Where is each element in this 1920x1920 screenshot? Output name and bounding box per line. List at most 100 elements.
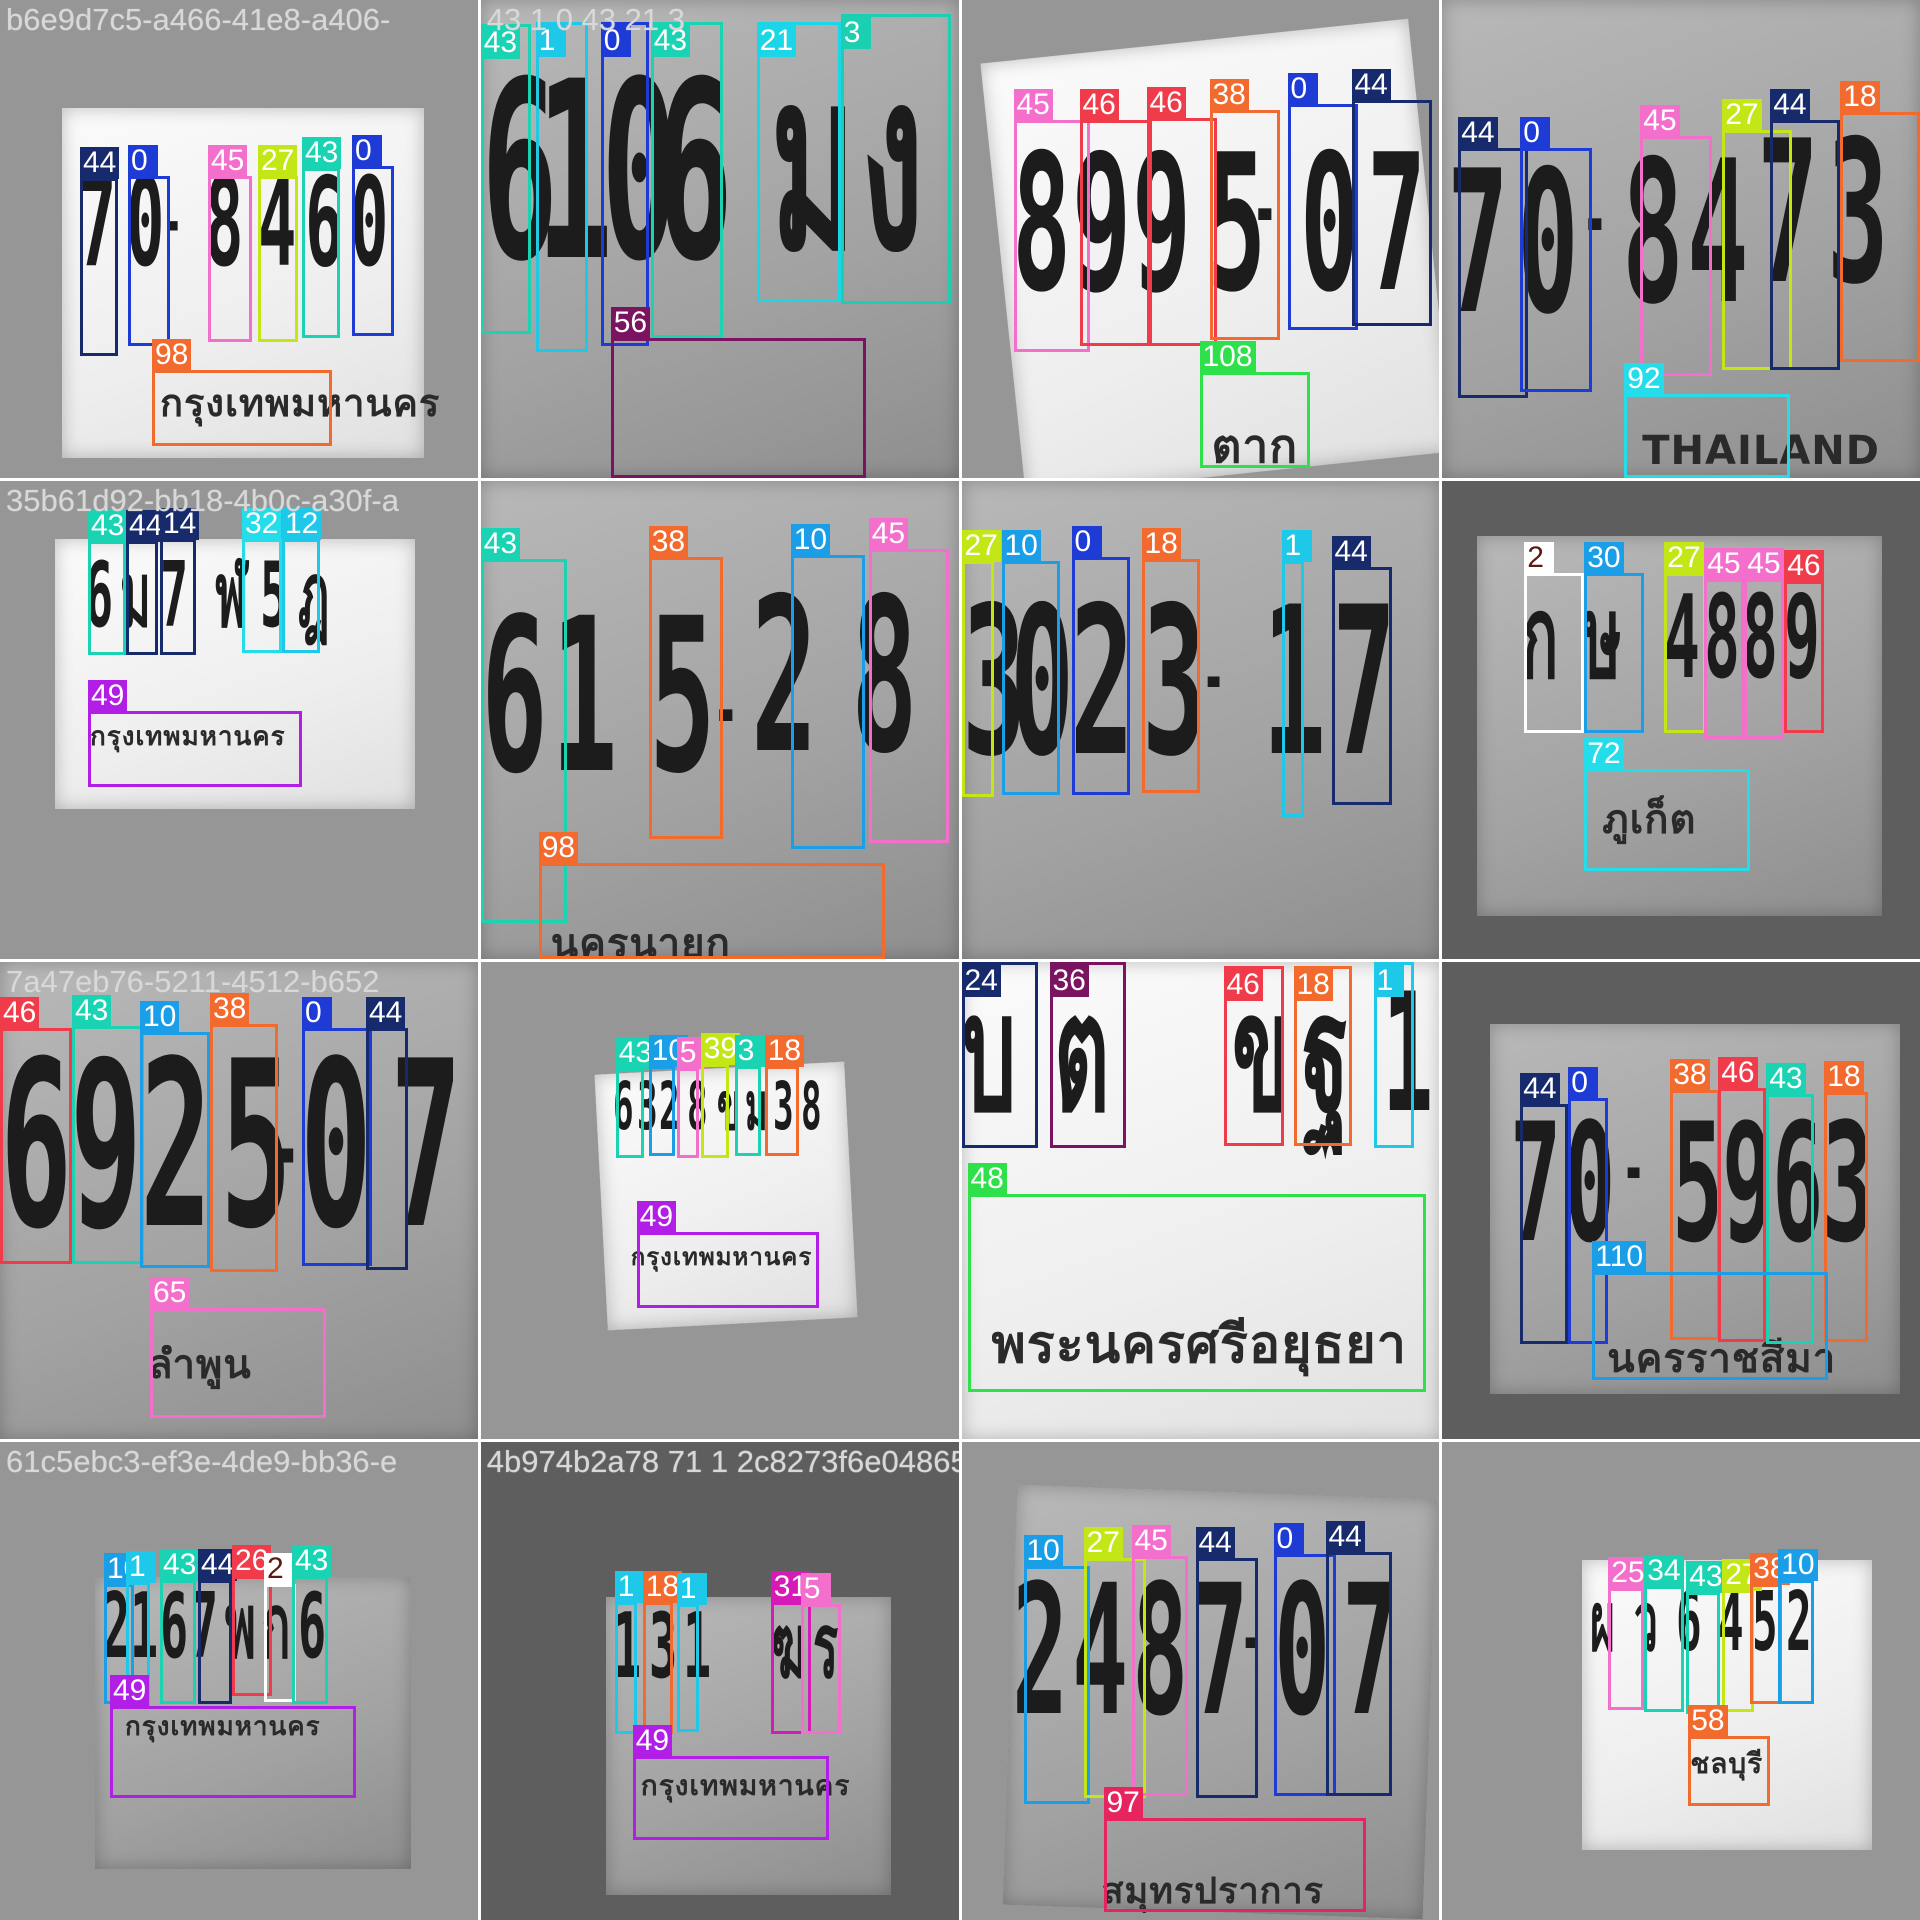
image-filename-caption: 43 1 0 43 21 3: [486, 2, 685, 37]
tile-1: 7 0-8 4 6 0 กรุงเทพมหานคร 44 0 45 27 43 0 98 b6e9d7c5…: [0, 0, 478, 478]
plate-character: 5: [1752, 1575, 1778, 1671]
plate-character: 0: [300, 1012, 373, 1280]
plate-character: 5: [648, 572, 716, 821]
plate-character: 7: [1366, 114, 1426, 334]
detection-label: 10: [648, 1034, 689, 1067]
province-text: ชลบุรี: [1690, 1747, 1764, 1781]
image-filename-caption: 35b61d92-bb18-4b0c-a30f-a: [6, 482, 399, 518]
plate-character: 4: [1718, 1575, 1744, 1671]
plate-character: ว: [1634, 1575, 1659, 1671]
plate-character: -: [1251, 163, 1278, 258]
plate-character: 6: [480, 30, 558, 316]
tile-16: ผว 6 4 5 2 ชลบุรี 25 34 43 27 38 10 58: [1442, 1442, 1920, 1920]
province-text: ตาก: [1211, 419, 1299, 473]
plate-character: 6: [305, 152, 344, 295]
plate-character: 3: [648, 1594, 677, 1700]
plate-character: 4: [1664, 570, 1701, 705]
plate-character: 0: [1273, 1547, 1330, 1757]
plate-character: -: [162, 184, 183, 261]
license-plate: [55, 538, 415, 809]
province-text: กรุงเทพมหานคร: [630, 1242, 813, 1271]
plate-character: 0: [126, 152, 165, 295]
plate-character: ฆ: [770, 1594, 806, 1700]
province-text: กรุงเทพมหานคร: [160, 381, 441, 425]
license-plate: [480, 0, 959, 478]
tile-2: 6 1 0 6 มง 43 1 0 43 21 3 56 43 1 0 43 21 3: [480, 0, 959, 478]
plate-character: 2: [658, 1067, 680, 1145]
plate-character: -: [1582, 173, 1608, 268]
province-text: กรุงเทพมหานคร: [640, 1769, 851, 1803]
plate-character: 7: [1447, 129, 1509, 358]
province-text: นครนายก: [550, 920, 731, 959]
plate-character: 4: [1071, 1547, 1128, 1757]
license-plate: [961, 961, 1440, 1440]
tile-14: 1 3 1 ฆรกรุงเทพมหานคร 1 18 1 31 5 49 4b974b2a78 71…: [480, 1442, 959, 1920]
plate-character: ฐ: [1301, 961, 1349, 1149]
detection-label: 5: [676, 1036, 707, 1069]
plate-character: -: [1239, 1596, 1263, 1683]
plate-character: 1: [1261, 563, 1326, 802]
plate-character: ข: [1231, 961, 1290, 1149]
image-filename-caption: b6e9d7c5-a466-41e8-a406-: [6, 2, 391, 37]
detection-label: 3: [734, 1034, 765, 1067]
plate-character: 6: [1676, 1575, 1702, 1671]
plate-character: 9: [1131, 114, 1191, 334]
province-text: ลำพูน: [148, 1341, 252, 1388]
plate-character: 2: [750, 552, 818, 801]
plate-character: 6: [612, 1067, 634, 1145]
plate-character: บ: [961, 961, 1016, 1149]
plate-character: 1: [682, 1594, 711, 1700]
plate-character: 1: [612, 1594, 641, 1700]
plate-character: ม: [120, 542, 151, 648]
plate-character: 2: [102, 1574, 131, 1680]
tile-12: 7 0-5 9 6 3 นครราชสีมา 44 0 38 46 43 18 110: [1442, 961, 1920, 1440]
tile-9: 6 9 2 5-0 7 ลำพูน 46 43 10 38 0 44 65 7a47eb76-5211-4…: [0, 961, 478, 1440]
province-text: กรุงเทพมหานคร: [90, 721, 286, 752]
plate-character: 9: [1071, 114, 1131, 334]
tile-11: บตขฐ 1 พระนครศรีอยุธยา 24 36 46 18 1 48: [961, 961, 1440, 1440]
plate-character: ผ: [1590, 1575, 1616, 1671]
plate-character: 2: [140, 1012, 213, 1280]
plate-character: 0: [350, 152, 389, 295]
tile-3: 8 9 9 5-0 7 ตาก 45 46 46 38 0 44 108: [961, 0, 1440, 478]
plate-character: 7: [390, 1012, 463, 1280]
detection-label: 39: [700, 1032, 741, 1065]
plate-character: ม: [770, 20, 856, 306]
plate-character: ต: [1053, 961, 1109, 1149]
province-text: THAILAND: [1642, 428, 1880, 474]
plate-character: 6: [160, 1574, 189, 1680]
plate-character: 6: [85, 542, 114, 648]
province-text: นครราชสีมา: [1607, 1335, 1837, 1382]
detection-label: 43: [615, 1036, 656, 1069]
tile-5: 6 ม 7 ฬ 5 ฎกรุงเทพมหานคร 43 44 14 32 12 49 35b61d92-…: [0, 480, 478, 959]
plate-character: ม: [744, 1067, 768, 1145]
plate-character: 7: [78, 152, 117, 295]
plate-character: 7: [1757, 99, 1819, 328]
plate-character: 6: [298, 1574, 327, 1680]
plate-character: ฬ: [215, 542, 247, 648]
plate-character: 7: [190, 1574, 219, 1680]
tile-10: 6 3 2 8 ขม 3 8 กรุงเทพมหานคร 43 10 5 39 3 18 49: [480, 961, 959, 1440]
plate-character: ฎ: [298, 542, 330, 648]
plate-character: 6: [480, 572, 548, 821]
plate-character: 8: [1011, 114, 1071, 334]
plate-character: 8: [1742, 570, 1779, 705]
plate-character: -: [1622, 1125, 1646, 1212]
plate-character: 2: [1786, 1575, 1812, 1671]
plate-character: ง: [860, 20, 924, 306]
plate-character: 8: [1704, 570, 1741, 705]
detection-label: 26: [232, 1545, 272, 1578]
plate-character: 2: [1069, 563, 1134, 802]
plate-character: 9: [70, 1012, 143, 1280]
province-text: กรุงเทพมหานคร: [125, 1712, 321, 1743]
plate-character: 8: [850, 552, 918, 801]
plate-character: ข: [716, 1067, 741, 1145]
plate-character: พ: [225, 1574, 256, 1680]
province-text: พระนครศรีอยุธยา: [991, 1314, 1407, 1375]
plate-character: 4: [258, 152, 297, 295]
plate-character: 5: [1672, 1087, 1724, 1279]
plate-character: -: [270, 1093, 301, 1208]
tile-15: 2 4 8 7-0 7 สมุทรปราการ 10 27 45 44 0 44 97: [961, 1442, 1440, 1920]
plate-character: 3: [1141, 563, 1206, 802]
